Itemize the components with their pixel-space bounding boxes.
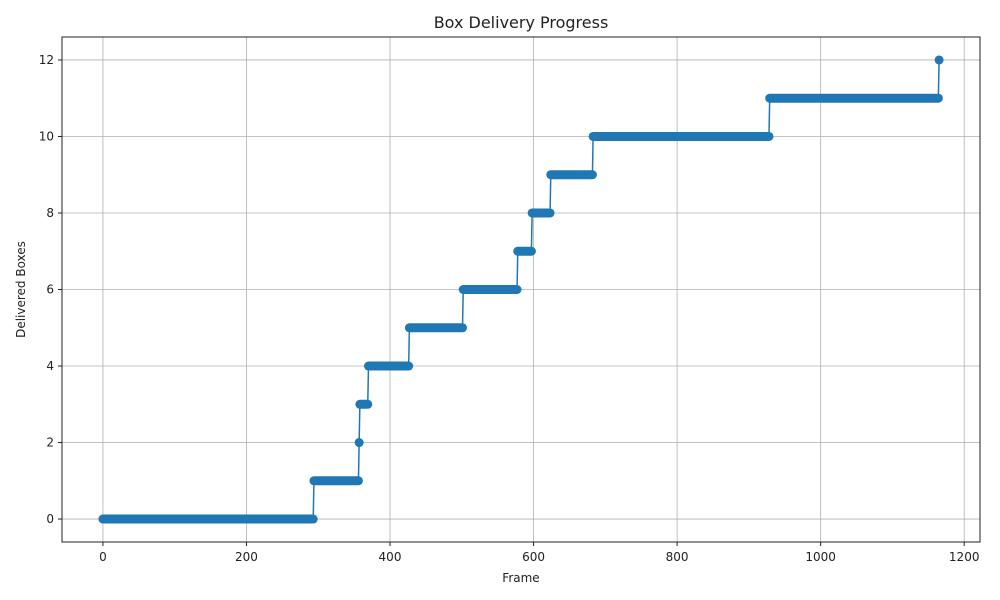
series-delivered-boxes <box>98 55 944 524</box>
x-tick-label: 600 <box>522 550 545 564</box>
x-axis-label: Frame <box>502 571 539 585</box>
y-tick-label: 4 <box>46 359 54 373</box>
data-point <box>354 438 364 448</box>
y-tick-label: 2 <box>46 436 54 450</box>
x-tick-label: 400 <box>379 550 402 564</box>
x-tick-label: 200 <box>235 550 258 564</box>
data-point <box>934 55 944 65</box>
y-tick-label: 10 <box>39 129 54 143</box>
x-tick-label: 1000 <box>805 550 836 564</box>
chart-title: Box Delivery Progress <box>434 13 609 32</box>
y-tick-label: 0 <box>46 512 54 526</box>
y-tick-label: 12 <box>39 53 54 67</box>
y-axis-label: Delivered Boxes <box>14 241 28 338</box>
y-tick-label: 6 <box>46 283 54 297</box>
x-tick-label: 0 <box>99 550 107 564</box>
x-tick-label: 1200 <box>949 550 980 564</box>
x-tick-label: 800 <box>666 550 689 564</box>
axis-ticks: 0 200 400 600 800 1000 1200 0 2 4 6 8 10 12 <box>39 53 980 564</box>
y-tick-label: 8 <box>46 206 54 220</box>
grid <box>62 37 980 542</box>
